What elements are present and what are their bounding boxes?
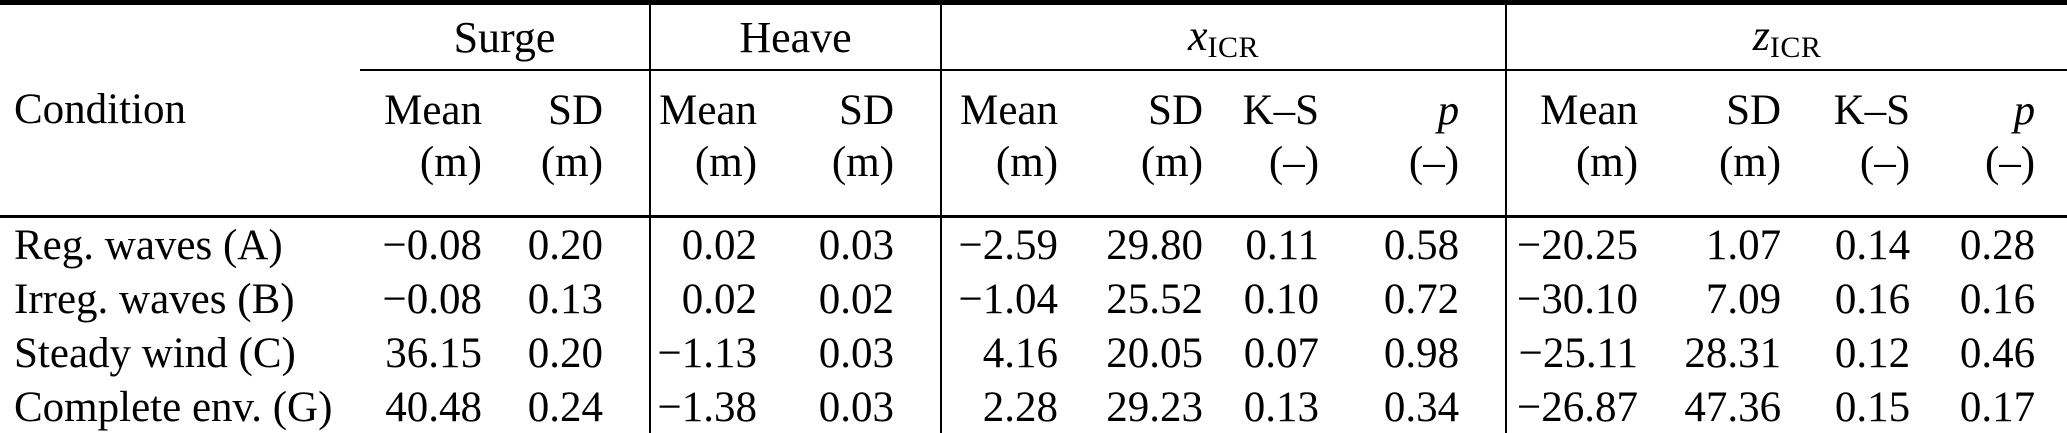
cell-heave-mean: 0.02	[681, 275, 758, 323]
cell-xicr-mean: −1.04	[958, 275, 1059, 323]
col-header-zicr-sd: SD (m)	[1641, 70, 1785, 218]
cell-xicr-mean: 4.16	[982, 329, 1059, 377]
col-header-surge-mean: Mean (m)	[360, 70, 485, 218]
col-header-heave-mean: Mean (m)	[650, 70, 761, 218]
condition-cell: Irreg. waves (B)	[14, 275, 295, 323]
cell-xicr-ks: 0.11	[1245, 221, 1320, 269]
cell-zicr-p: 0.28	[1959, 221, 2036, 269]
cell-zicr-ks: 0.15	[1834, 383, 1911, 431]
cell-heave-mean: −1.13	[657, 329, 758, 377]
cell-zicr-mean: −25.11	[1518, 329, 1639, 377]
cell-xicr-mean: 2.28	[982, 383, 1059, 431]
cell-zicr-sd: 28.31	[1684, 329, 1782, 377]
condition-cell: Reg. waves (A)	[14, 221, 283, 269]
cell-surge-sd: 0.13	[485, 272, 652, 326]
cell-zicr-ks: 0.12	[1834, 329, 1911, 377]
cell-zicr-sd: 7.09	[1705, 275, 1782, 323]
cell-xicr-ks: 0.07	[1243, 329, 1320, 377]
group-header-surge: Surge	[360, 2, 652, 71]
cell-xicr-sd: 29.80	[1106, 221, 1204, 269]
col-header-xicr-p: p (–)	[1322, 70, 1508, 218]
group-label-z: z	[1752, 10, 1770, 60]
cell-heave-mean: −1.38	[657, 383, 758, 431]
cell-heave-sd: 0.03	[760, 380, 943, 433]
col-header-xicr-sd: SD (m)	[1061, 70, 1207, 218]
condition-cell: Complete env. (G)	[14, 383, 333, 431]
table-row-reg-waves-a: Reg. waves (A) −0.08 0.20 0.02 0.03 −2.5…	[0, 216, 2067, 272]
column-header-row: Condition Mean (m) SD (m) Mean (m) SD (m…	[0, 70, 2067, 218]
cell-zicr-mean: −26.87	[1517, 383, 1639, 431]
cell-surge-sd: 0.20	[485, 216, 652, 272]
cell-zicr-sd: 1.07	[1705, 221, 1782, 269]
col-header-heave-sd: SD (m)	[760, 70, 943, 218]
cell-zicr-ks: 0.16	[1834, 275, 1911, 323]
cell-zicr-mean: −30.10	[1517, 275, 1639, 323]
group-label-heave: Heave	[739, 12, 852, 62]
group-label-x: x	[1188, 10, 1208, 60]
condition-cell: Steady wind (C)	[14, 329, 296, 377]
table-row-complete-env-g: Complete env. (G) 40.48 0.24 −1.38 0.03 …	[0, 380, 2067, 433]
cell-zicr-p: 0.46	[1959, 329, 2036, 377]
cell-surge-sd: 0.20	[485, 326, 652, 380]
cell-xicr-sd: 25.52	[1106, 275, 1204, 323]
condition-header: Condition	[0, 70, 360, 218]
cell-heave-sd: 0.03	[760, 216, 943, 272]
cell-heave-sd: 0.02	[760, 272, 943, 326]
group-label-surge: Surge	[453, 12, 556, 62]
cell-surge-mean: 40.48	[385, 383, 482, 431]
cell-zicr-mean: −20.25	[1517, 221, 1639, 269]
col-header-xicr-mean: Mean (m)	[941, 70, 1062, 218]
cell-surge-mean: 36.15	[385, 329, 482, 377]
group-header-heave: Heave	[650, 2, 943, 71]
cell-xicr-ks: 0.13	[1243, 383, 1320, 431]
col-header-zicr-p: p (–)	[1913, 70, 2067, 218]
cell-xicr-ks: 0.10	[1243, 275, 1320, 323]
cell-surge-mean: −0.08	[382, 275, 482, 323]
cell-zicr-p: 0.16	[1959, 275, 2036, 323]
group-label-z-subscript: ICR	[1769, 30, 1822, 64]
group-header-x-icr: xICR	[941, 2, 1508, 71]
col-header-xicr-ks: K–S (–)	[1206, 70, 1323, 218]
group-label-x-subscript: ICR	[1207, 30, 1260, 64]
cell-heave-sd: 0.03	[760, 326, 943, 380]
cell-zicr-sd: 47.36	[1684, 383, 1782, 431]
cell-xicr-sd: 29.23	[1106, 383, 1204, 431]
cell-surge-sd: 0.24	[485, 380, 652, 433]
table-row-irreg-waves-b: Irreg. waves (B) −0.08 0.13 0.02 0.02 −1…	[0, 272, 2067, 326]
cell-zicr-p: 0.17	[1959, 383, 2036, 431]
group-header-row: Surge Heave xICR zICR	[0, 2, 2067, 71]
cell-xicr-p: 0.98	[1322, 326, 1508, 380]
cell-xicr-p: 0.34	[1322, 380, 1508, 433]
cell-xicr-p: 0.58	[1322, 216, 1508, 272]
cell-xicr-mean: −2.59	[958, 221, 1059, 269]
group-header-z-icr: zICR	[1506, 2, 2067, 71]
cell-xicr-sd: 20.05	[1106, 329, 1204, 377]
cell-xicr-p: 0.72	[1322, 272, 1508, 326]
col-header-zicr-mean: Mean (m)	[1506, 70, 1642, 218]
corner-cell	[0, 3, 360, 71]
cell-zicr-ks: 0.14	[1834, 221, 1911, 269]
col-header-zicr-ks: K–S (–)	[1784, 70, 1914, 218]
col-header-surge-sd: SD (m)	[485, 70, 652, 218]
cell-surge-mean: −0.08	[382, 221, 482, 269]
cell-heave-mean: 0.02	[681, 221, 758, 269]
table-row-steady-wind-c: Steady wind (C) 36.15 0.20 −1.13 0.03 4.…	[0, 326, 2067, 380]
